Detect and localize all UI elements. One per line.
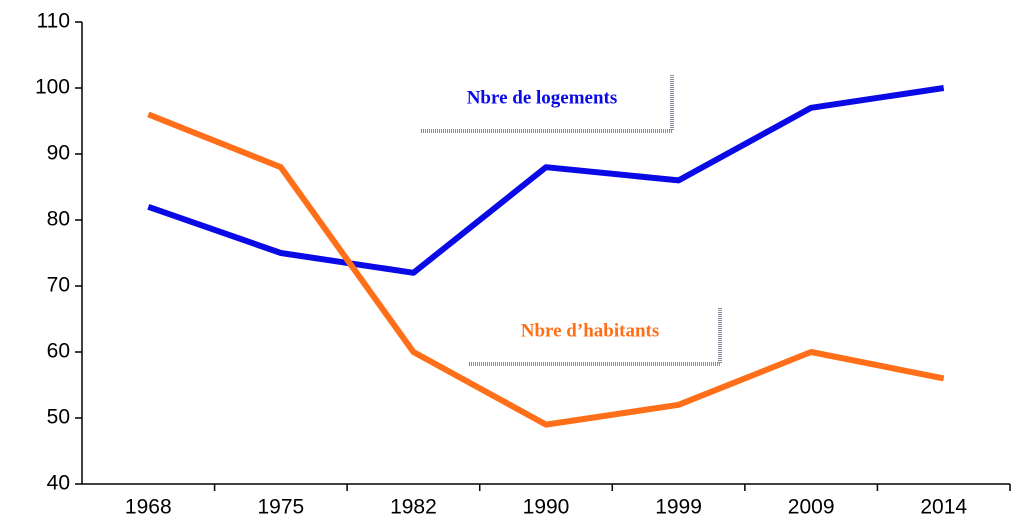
x-tick-label: 2009 xyxy=(788,496,835,519)
y-tick-label: 90 xyxy=(47,142,70,165)
series-label: Nbre de logements xyxy=(467,87,618,108)
series-line xyxy=(147,111,945,428)
x-tick-label: 2014 xyxy=(920,496,967,519)
series-label: Nbre d’habitants xyxy=(521,320,659,341)
y-tick-label: 70 xyxy=(47,274,70,297)
x-tick-label: 1975 xyxy=(257,496,304,519)
x-tick-label: 1968 xyxy=(125,496,172,519)
x-tick-label: 1990 xyxy=(523,496,570,519)
y-tick-label: 80 xyxy=(47,208,70,231)
series-line xyxy=(147,85,945,276)
y-tick-label: 50 xyxy=(47,406,70,429)
y-tick-label: 100 xyxy=(35,76,70,99)
y-tick-label: 40 xyxy=(47,472,70,495)
label-frame xyxy=(420,75,674,133)
x-tick-label: 1999 xyxy=(655,496,702,519)
y-tick-label: 110 xyxy=(37,10,70,33)
x-tick-label: 1982 xyxy=(390,496,437,519)
label-frame xyxy=(468,308,722,366)
y-tick-label: 60 xyxy=(47,340,70,363)
